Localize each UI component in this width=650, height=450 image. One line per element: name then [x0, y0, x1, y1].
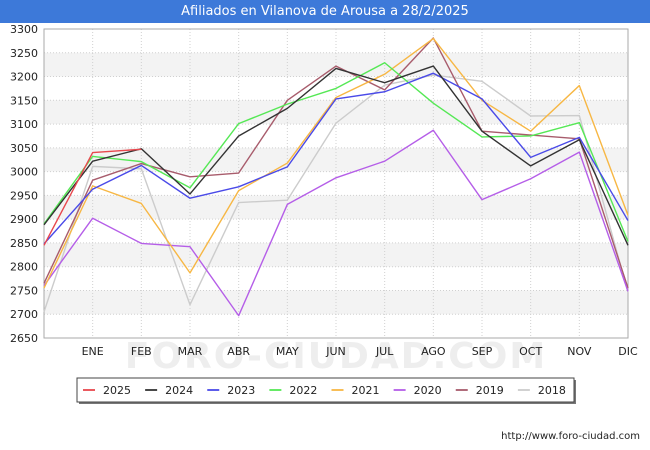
- x-tick-label: NOV: [567, 345, 592, 358]
- y-tick-label: 2650: [10, 332, 38, 345]
- x-tick-label: AGO: [421, 345, 446, 358]
- plot-band: [44, 195, 628, 220]
- y-tick-label: 3000: [10, 166, 38, 179]
- series-layer: [43, 37, 629, 317]
- legend: 2025 2024 2023 2022 2021 2020 2019 2018: [76, 377, 576, 404]
- legend-label-2018: 2018: [538, 384, 566, 397]
- legend-label-2025: 2025: [103, 384, 131, 397]
- y-tick-label: 2700: [10, 308, 38, 321]
- legend-label-2020: 2020: [414, 384, 442, 397]
- y-tick-label: 3300: [10, 23, 38, 36]
- series-line-2019: [43, 37, 629, 289]
- series-line-2023: [43, 72, 629, 245]
- y-tick-label: 3100: [10, 118, 38, 131]
- series-line-2025: [43, 148, 142, 246]
- series-line-2024: [43, 65, 629, 246]
- plot-bands: [44, 29, 628, 338]
- x-tick-label: JUN: [325, 345, 346, 358]
- legend-label-2019: 2019: [476, 384, 504, 397]
- y-tick-label: 2800: [10, 261, 38, 274]
- plot-border: [43, 28, 629, 339]
- x-tick-label: FEB: [131, 345, 152, 358]
- series-line-2018: [43, 74, 629, 313]
- y-tick-label: 3250: [10, 47, 38, 60]
- series-line-2021: [43, 37, 629, 289]
- legend-label-2024: 2024: [165, 384, 193, 397]
- legend-label-2021: 2021: [352, 384, 380, 397]
- y-tick-label: 3050: [10, 142, 38, 155]
- watermark: FORO-CIUDAD.COM: [125, 336, 547, 377]
- grid: [43, 28, 629, 339]
- x-tick-label: OCT: [519, 345, 542, 358]
- plot-band: [44, 147, 628, 172]
- x-tick-label: JUL: [375, 345, 394, 358]
- y-tick-label: 2750: [10, 284, 38, 297]
- plot-band: [44, 100, 628, 125]
- axis-labels: 2650 2700 2750 2800 2850 2900 2950 3000 3050 3100…: [10, 23, 638, 358]
- x-tick-label: ENE: [82, 345, 104, 358]
- y-tick-label: 3200: [10, 71, 38, 84]
- series-line-2022: [43, 62, 629, 242]
- legend-label-2022: 2022: [289, 384, 317, 397]
- x-tick-label: MAY: [276, 345, 299, 358]
- watermark-text: FORO-CIUDAD.COM: [125, 336, 547, 377]
- footer-url: http://www.foro-ciudad.com: [501, 431, 640, 442]
- x-tick-label: SEP: [472, 345, 493, 358]
- y-tick-label: 2950: [10, 189, 38, 202]
- y-tick-label: 2850: [10, 237, 38, 250]
- x-tick-label: ABR: [227, 345, 250, 358]
- y-tick-label: 3150: [10, 94, 38, 107]
- legend-label-2023: 2023: [227, 384, 255, 397]
- chart-title: Afiliados en Vilanova de Arousa a 28/2/2…: [0, 0, 650, 23]
- plot-band: [44, 52, 628, 77]
- y-tick-label: 2900: [10, 213, 38, 226]
- x-tick-label: MAR: [178, 345, 203, 358]
- series-line-2020: [43, 129, 629, 317]
- legend-box: [76, 377, 575, 403]
- x-tick-label: DIC: [618, 345, 638, 358]
